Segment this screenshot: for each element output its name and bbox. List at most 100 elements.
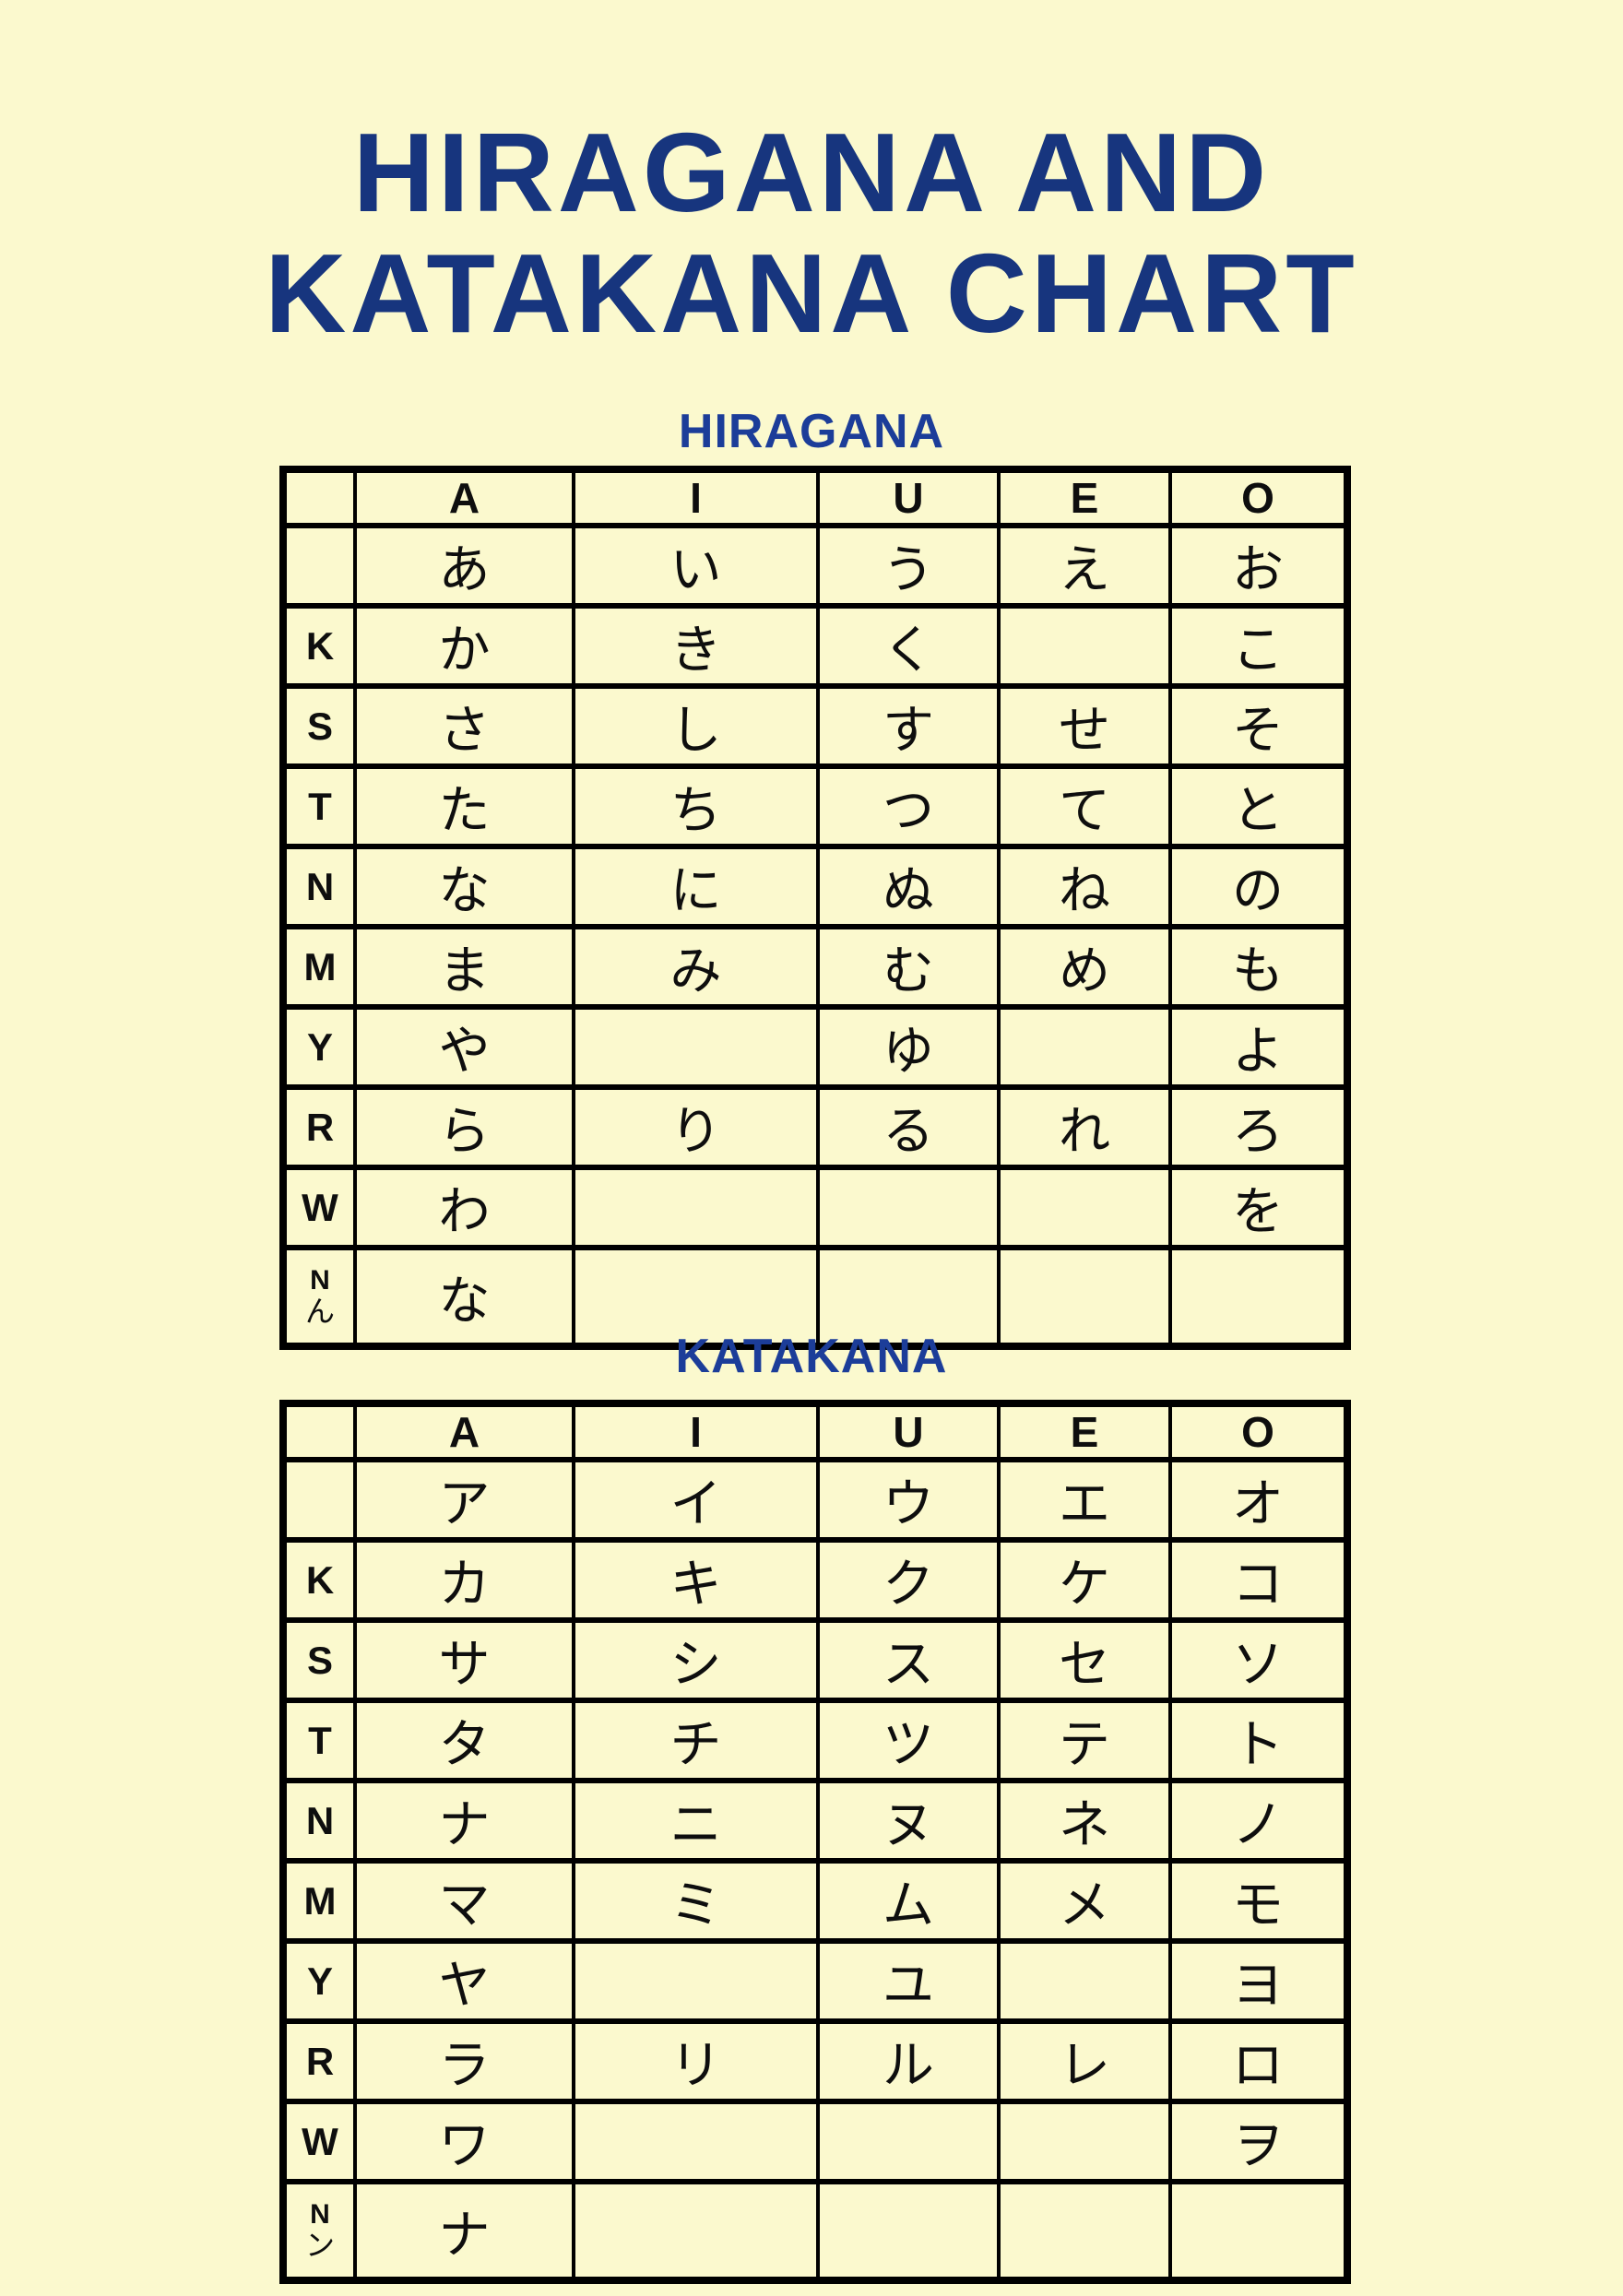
kana-cell: リ	[572, 2018, 820, 2104]
row-label-k: K	[281, 603, 357, 689]
row-label-k: K	[281, 1537, 357, 1623]
kana-cell: い	[572, 523, 820, 609]
kana-cell: チ	[572, 1698, 820, 1783]
empty-kana-cell	[572, 1165, 820, 1250]
column-header-a: A	[353, 1401, 575, 1462]
kana-cell: オ	[1168, 1457, 1349, 1543]
kana-cell: し	[572, 683, 820, 769]
kana-cell: テ	[997, 1698, 1172, 1783]
empty-kana-cell	[1168, 1245, 1349, 1349]
row-label-y: Y	[281, 1004, 357, 1090]
column-header-e: E	[997, 467, 1172, 528]
kana-cell: を	[1168, 1165, 1349, 1250]
empty-kana-cell	[997, 603, 1172, 689]
kana-cell: ら	[353, 1084, 575, 1170]
kana-cell: あ	[353, 523, 575, 609]
kana-cell: く	[816, 603, 1001, 689]
kana-cell: つ	[816, 763, 1001, 849]
empty-kana-cell	[816, 1165, 1001, 1250]
row-label-latin: N	[310, 1264, 330, 1296]
kana-cell: ウ	[816, 1457, 1001, 1543]
row-label-t: T	[281, 1698, 357, 1783]
empty-kana-cell	[997, 1245, 1172, 1349]
row-label-y: Y	[281, 1938, 357, 2024]
kana-cell: ち	[572, 763, 820, 849]
kana-cell: も	[1168, 924, 1349, 1010]
kana-cell: タ	[353, 1698, 575, 1783]
column-header-i: I	[572, 467, 820, 528]
corner-cell	[281, 1401, 357, 1462]
kana-cell: ミ	[572, 1858, 820, 1944]
empty-kana-cell	[997, 1938, 1172, 2024]
kana-cell: サ	[353, 1617, 575, 1703]
kana-cell: セ	[997, 1617, 1172, 1703]
row-label-kana: ン	[304, 2227, 335, 2263]
kana-cell: ネ	[997, 1778, 1172, 1864]
kana-cell: ラ	[353, 2018, 575, 2104]
kana-cell: ユ	[816, 1938, 1001, 2024]
row-label-m: M	[281, 1858, 357, 1944]
kana-cell: ろ	[1168, 1084, 1349, 1170]
page-title-line-1: HIRAGANA AND	[352, 110, 1271, 235]
row-label-t: T	[281, 763, 357, 849]
kana-cell: て	[997, 763, 1172, 849]
column-header-e: E	[997, 1401, 1172, 1462]
empty-kana-cell	[572, 1004, 820, 1090]
kana-cell: ア	[353, 1457, 575, 1543]
kana-cell: カ	[353, 1537, 575, 1623]
kana-cell: む	[816, 924, 1001, 1010]
kana-cell: ス	[816, 1617, 1001, 1703]
kana-cell: た	[353, 763, 575, 849]
kana-cell: ね	[997, 844, 1172, 929]
kana-cell: ト	[1168, 1698, 1349, 1783]
kana-cell: ゆ	[816, 1004, 1001, 1090]
row-label-latin: N	[310, 2198, 330, 2230]
kana-cell: ヤ	[353, 1938, 575, 2024]
kana-cell: コ	[1168, 1537, 1349, 1623]
column-header-a: A	[353, 467, 575, 528]
empty-kana-cell	[997, 1004, 1172, 1090]
empty-kana-cell	[997, 2099, 1172, 2184]
kana-cell: エ	[997, 1457, 1172, 1543]
kana-cell: ケ	[997, 1537, 1172, 1623]
kana-cell: マ	[353, 1858, 575, 1944]
kana-cell: と	[1168, 763, 1349, 849]
kana-cell: イ	[572, 1457, 820, 1543]
kana-cell: な	[353, 1245, 575, 1349]
kana-cell: お	[1168, 523, 1349, 609]
kana-cell: ツ	[816, 1698, 1001, 1783]
kana-cell: ソ	[1168, 1617, 1349, 1703]
kana-cell: ワ	[353, 2099, 575, 2184]
kana-cell: ま	[353, 924, 575, 1010]
kana-cell: わ	[353, 1165, 575, 1250]
column-header-o: O	[1168, 1401, 1349, 1462]
row-label-n: N	[281, 1778, 357, 1864]
table-row: あいうえお	[281, 523, 1349, 609]
kana-cell: か	[353, 603, 575, 689]
empty-kana-cell	[572, 1938, 820, 2024]
row-label-s: S	[281, 683, 357, 769]
kana-cell: ヌ	[816, 1778, 1001, 1864]
row-label-n: N	[281, 844, 357, 929]
corner-cell	[281, 467, 357, 528]
kana-cell: せ	[997, 683, 1172, 769]
kana-cell: ニ	[572, 1778, 820, 1864]
kana-cell: や	[353, 1004, 575, 1090]
kana-cell: ナ	[353, 1778, 575, 1864]
row-label-w: W	[281, 1165, 357, 1250]
empty-kana-cell	[816, 1245, 1001, 1349]
kana-cell: め	[997, 924, 1172, 1010]
